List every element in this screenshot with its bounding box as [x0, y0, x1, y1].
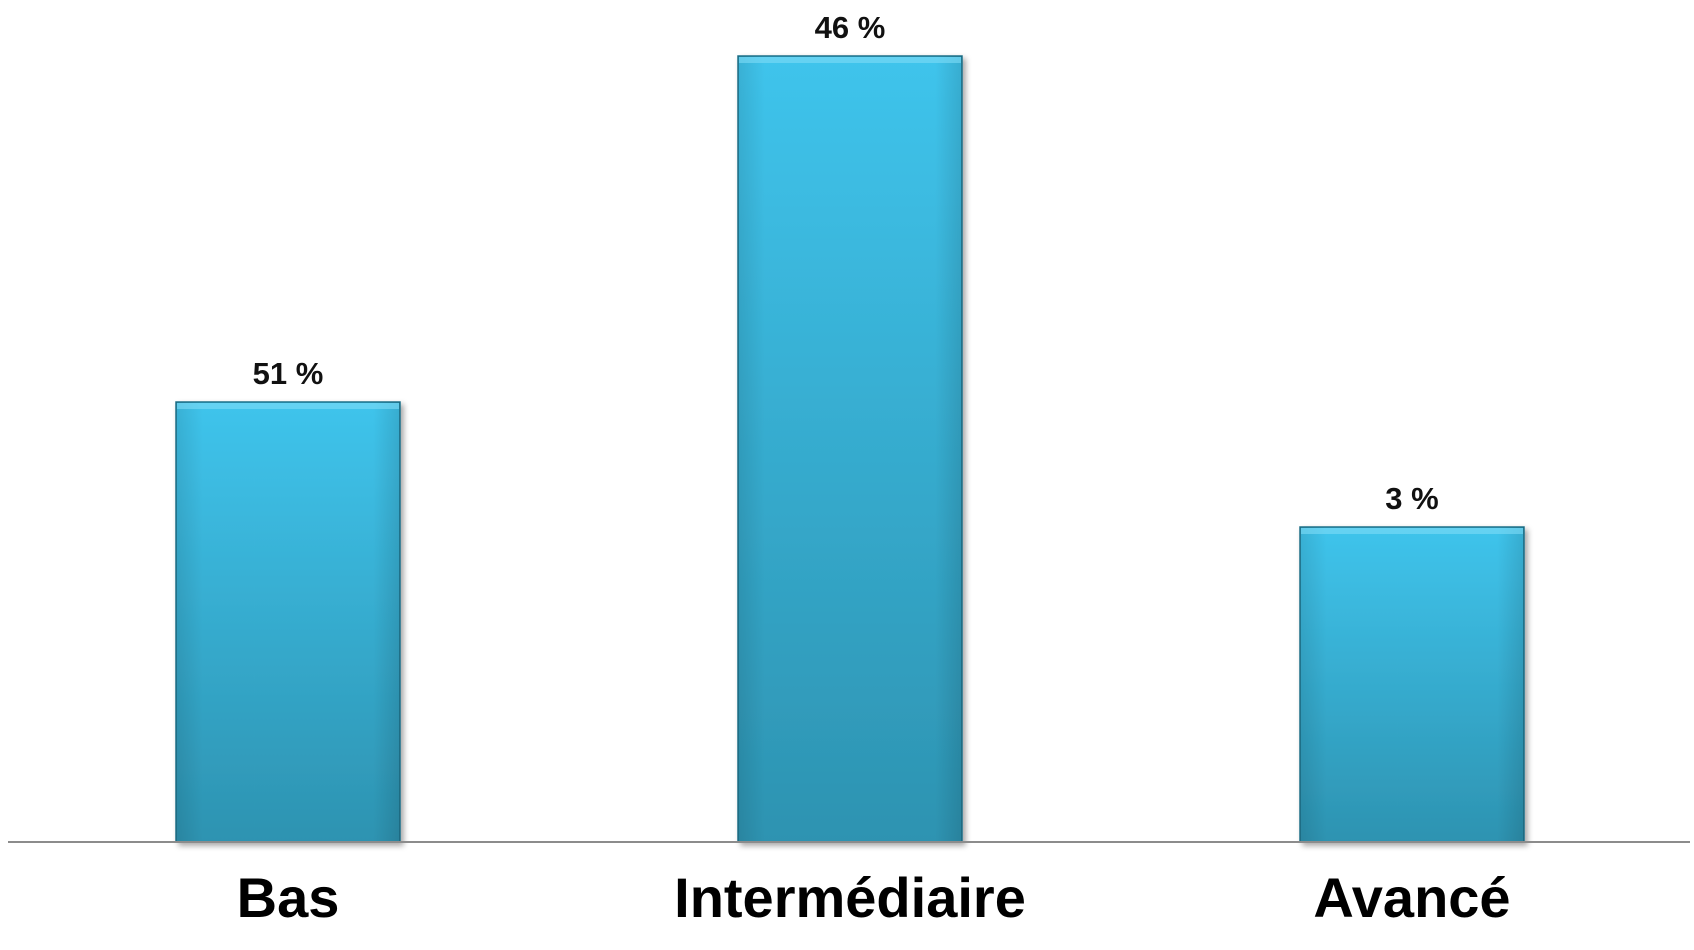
bar-2	[1299, 526, 1525, 843]
bar-top-highlight	[739, 57, 961, 63]
bars-group	[175, 55, 1525, 843]
bar-shade	[176, 402, 400, 842]
value-label-0: 51 %	[253, 356, 324, 391]
bar-shade	[738, 56, 962, 842]
bar-top-highlight	[1301, 528, 1523, 534]
value-label-1: 46 %	[815, 10, 886, 45]
value-label-2: 3 %	[1385, 481, 1438, 516]
category-label-1: Intermédiaire	[674, 866, 1026, 929]
bar-shade	[1300, 527, 1524, 842]
bar-top-highlight	[177, 403, 399, 409]
labels-group: 51 % Bas 46 % Intermédiaire 3 % Avancé	[237, 10, 1511, 929]
bar-0	[175, 401, 401, 843]
category-label-2: Avancé	[1313, 866, 1510, 929]
category-label-0: Bas	[237, 866, 340, 929]
bar-1	[737, 55, 963, 843]
